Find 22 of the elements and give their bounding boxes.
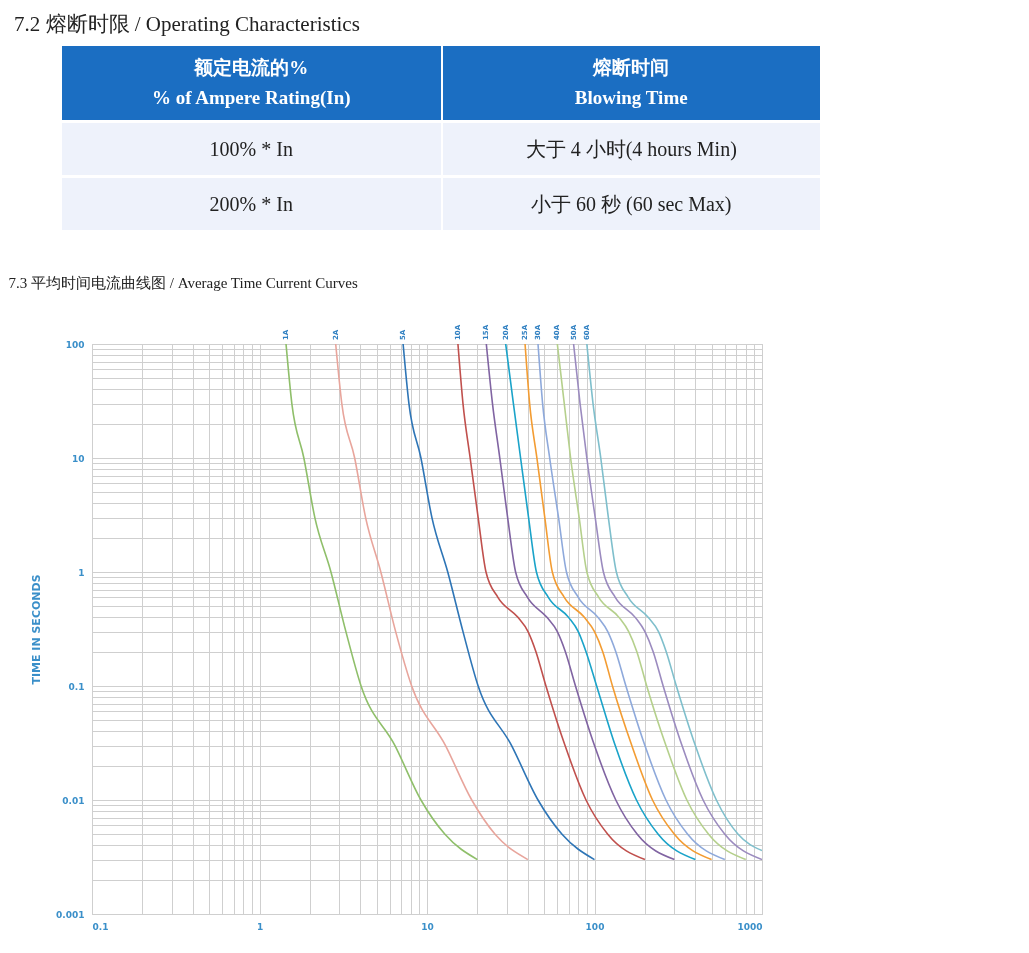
chart-title: 7.3 平均时间电流曲线图 / Average Time Current Curves [8, 274, 358, 291]
text: 100% * In [62, 121, 442, 177]
y-tick-label: 0.001 [56, 909, 85, 920]
x-tick-label: 10 [421, 921, 434, 932]
text: 额定电流的% [193, 56, 310, 80]
text: 7.2 熔断时限 / Operating Characteristics [14, 11, 360, 38]
y-tick-label: 0.1 [68, 681, 85, 692]
x-tick-label: 1000 [737, 921, 763, 932]
y-tick-label: 0.01 [62, 795, 85, 806]
text: Blowing Time [573, 86, 689, 110]
y-tick-label: 10 [71, 453, 85, 464]
text: 大于 4 小时(4 hours Min) [441, 121, 821, 177]
y-tick-label: 100 [65, 339, 85, 350]
x-tick-label: 1 [256, 921, 264, 932]
text: 200% * In [62, 176, 442, 230]
x-tick-label: 0.1 [92, 921, 109, 932]
y-tick-label: 1 [78, 567, 85, 578]
x-tick-label: 100 [585, 921, 605, 932]
text: 小于 60 秒 (60 sec Max) [441, 176, 821, 230]
text: 熔断时间 [591, 56, 671, 80]
y-axis-title: TIME IN SECONDS [30, 574, 44, 685]
text: % of Ampere Rating(In) [150, 86, 352, 110]
